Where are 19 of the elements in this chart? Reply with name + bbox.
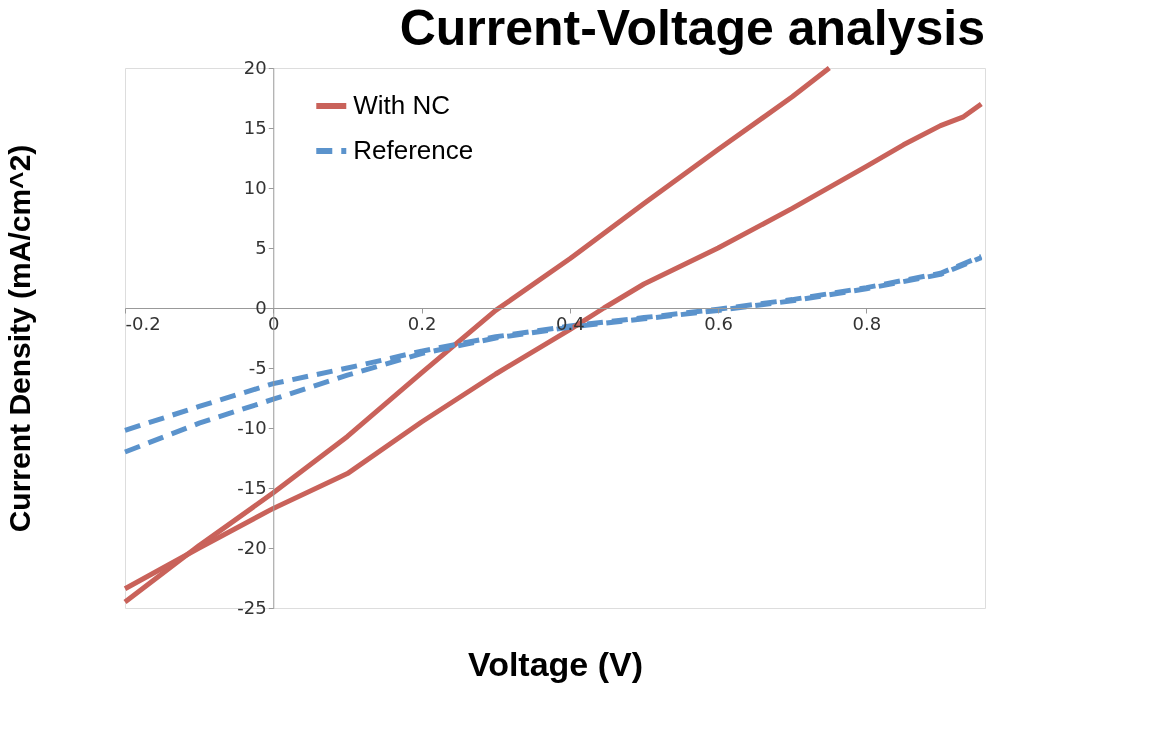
y-tick-label: -20: [237, 536, 267, 558]
y-tick-label: 20: [243, 56, 267, 78]
y-tick-label: -5: [248, 356, 267, 378]
y-tick-label: -15: [237, 476, 267, 498]
x-axis-title: Voltage (V): [467, 644, 644, 683]
x-tick-label: 0.2: [407, 312, 437, 334]
y-tick-label: 10: [243, 176, 267, 198]
y-tick-label: 15: [243, 116, 267, 138]
x-tick-label: -0.2: [125, 312, 161, 334]
y-tick-label: 0: [255, 296, 267, 318]
y-tick-label: 5: [255, 236, 267, 258]
x-tick-label: 0.6: [704, 312, 733, 334]
x-tick-label: 0.8: [852, 312, 882, 334]
chart-title: Current-Voltage analysis: [399, 0, 985, 56]
legend-label: Reference: [353, 135, 474, 165]
y-axis-title: Current Density (mA/cm^2): [2, 144, 36, 533]
legend-label: With NC: [353, 90, 451, 120]
y-tick-label: -10: [237, 416, 267, 438]
y-tick-label: -25: [237, 596, 267, 618]
